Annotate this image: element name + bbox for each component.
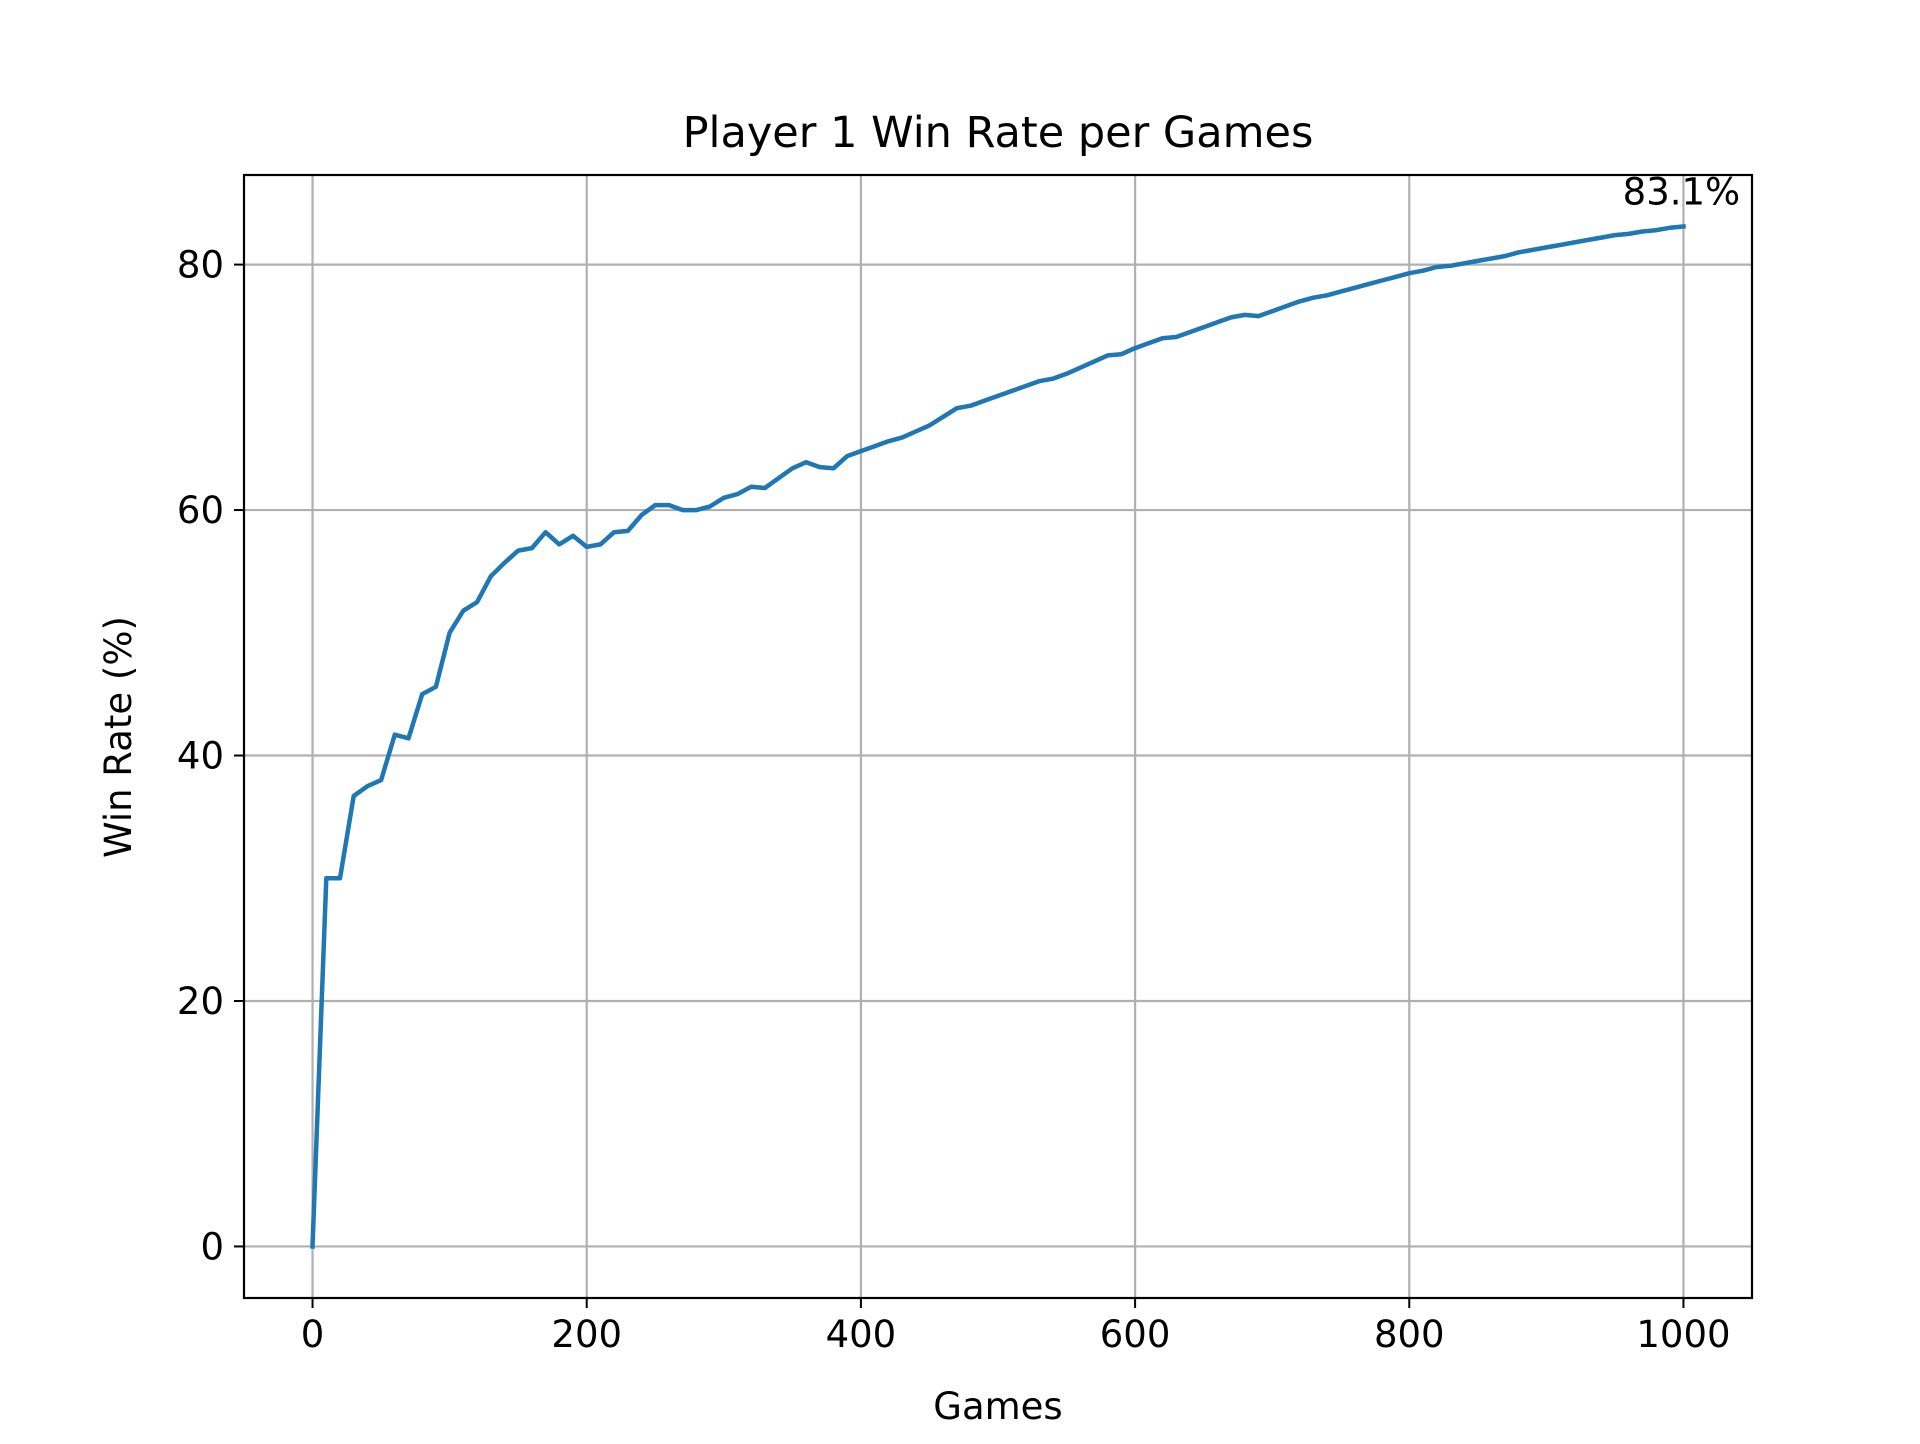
y-tick-label: 20: [177, 980, 224, 1023]
plot-frame: [242, 173, 1754, 1300]
y-axis: 0 20 40 60 80: [177, 244, 244, 1268]
series-layer: [310, 224, 1686, 1249]
y-tick-label: 60: [177, 489, 224, 532]
y-tick-label: 40: [177, 735, 224, 778]
x-tick-label: 400: [826, 1313, 897, 1356]
annotations: 83.1%: [1623, 171, 1741, 214]
x-tick-label: 800: [1374, 1313, 1445, 1356]
value-annotation: 83.1%: [1623, 171, 1741, 214]
x-tick-label: 1000: [1636, 1313, 1730, 1356]
y-tick-label: 0: [200, 1225, 224, 1268]
y-tick-label: 80: [177, 244, 224, 287]
grid: [244, 175, 1752, 1298]
chart-title: Player 1 Win Rate per Games: [683, 108, 1314, 158]
x-tick-label: 0: [301, 1313, 325, 1356]
y-axis-label: Win Rate (%): [97, 616, 140, 858]
x-axis-label: Games: [933, 1385, 1062, 1428]
series-line: [310, 224, 1686, 1249]
x-tick-label: 600: [1100, 1313, 1171, 1356]
x-axis: 0 200 400 600 800 1000: [301, 1298, 1731, 1356]
x-tick-label: 200: [551, 1313, 622, 1356]
